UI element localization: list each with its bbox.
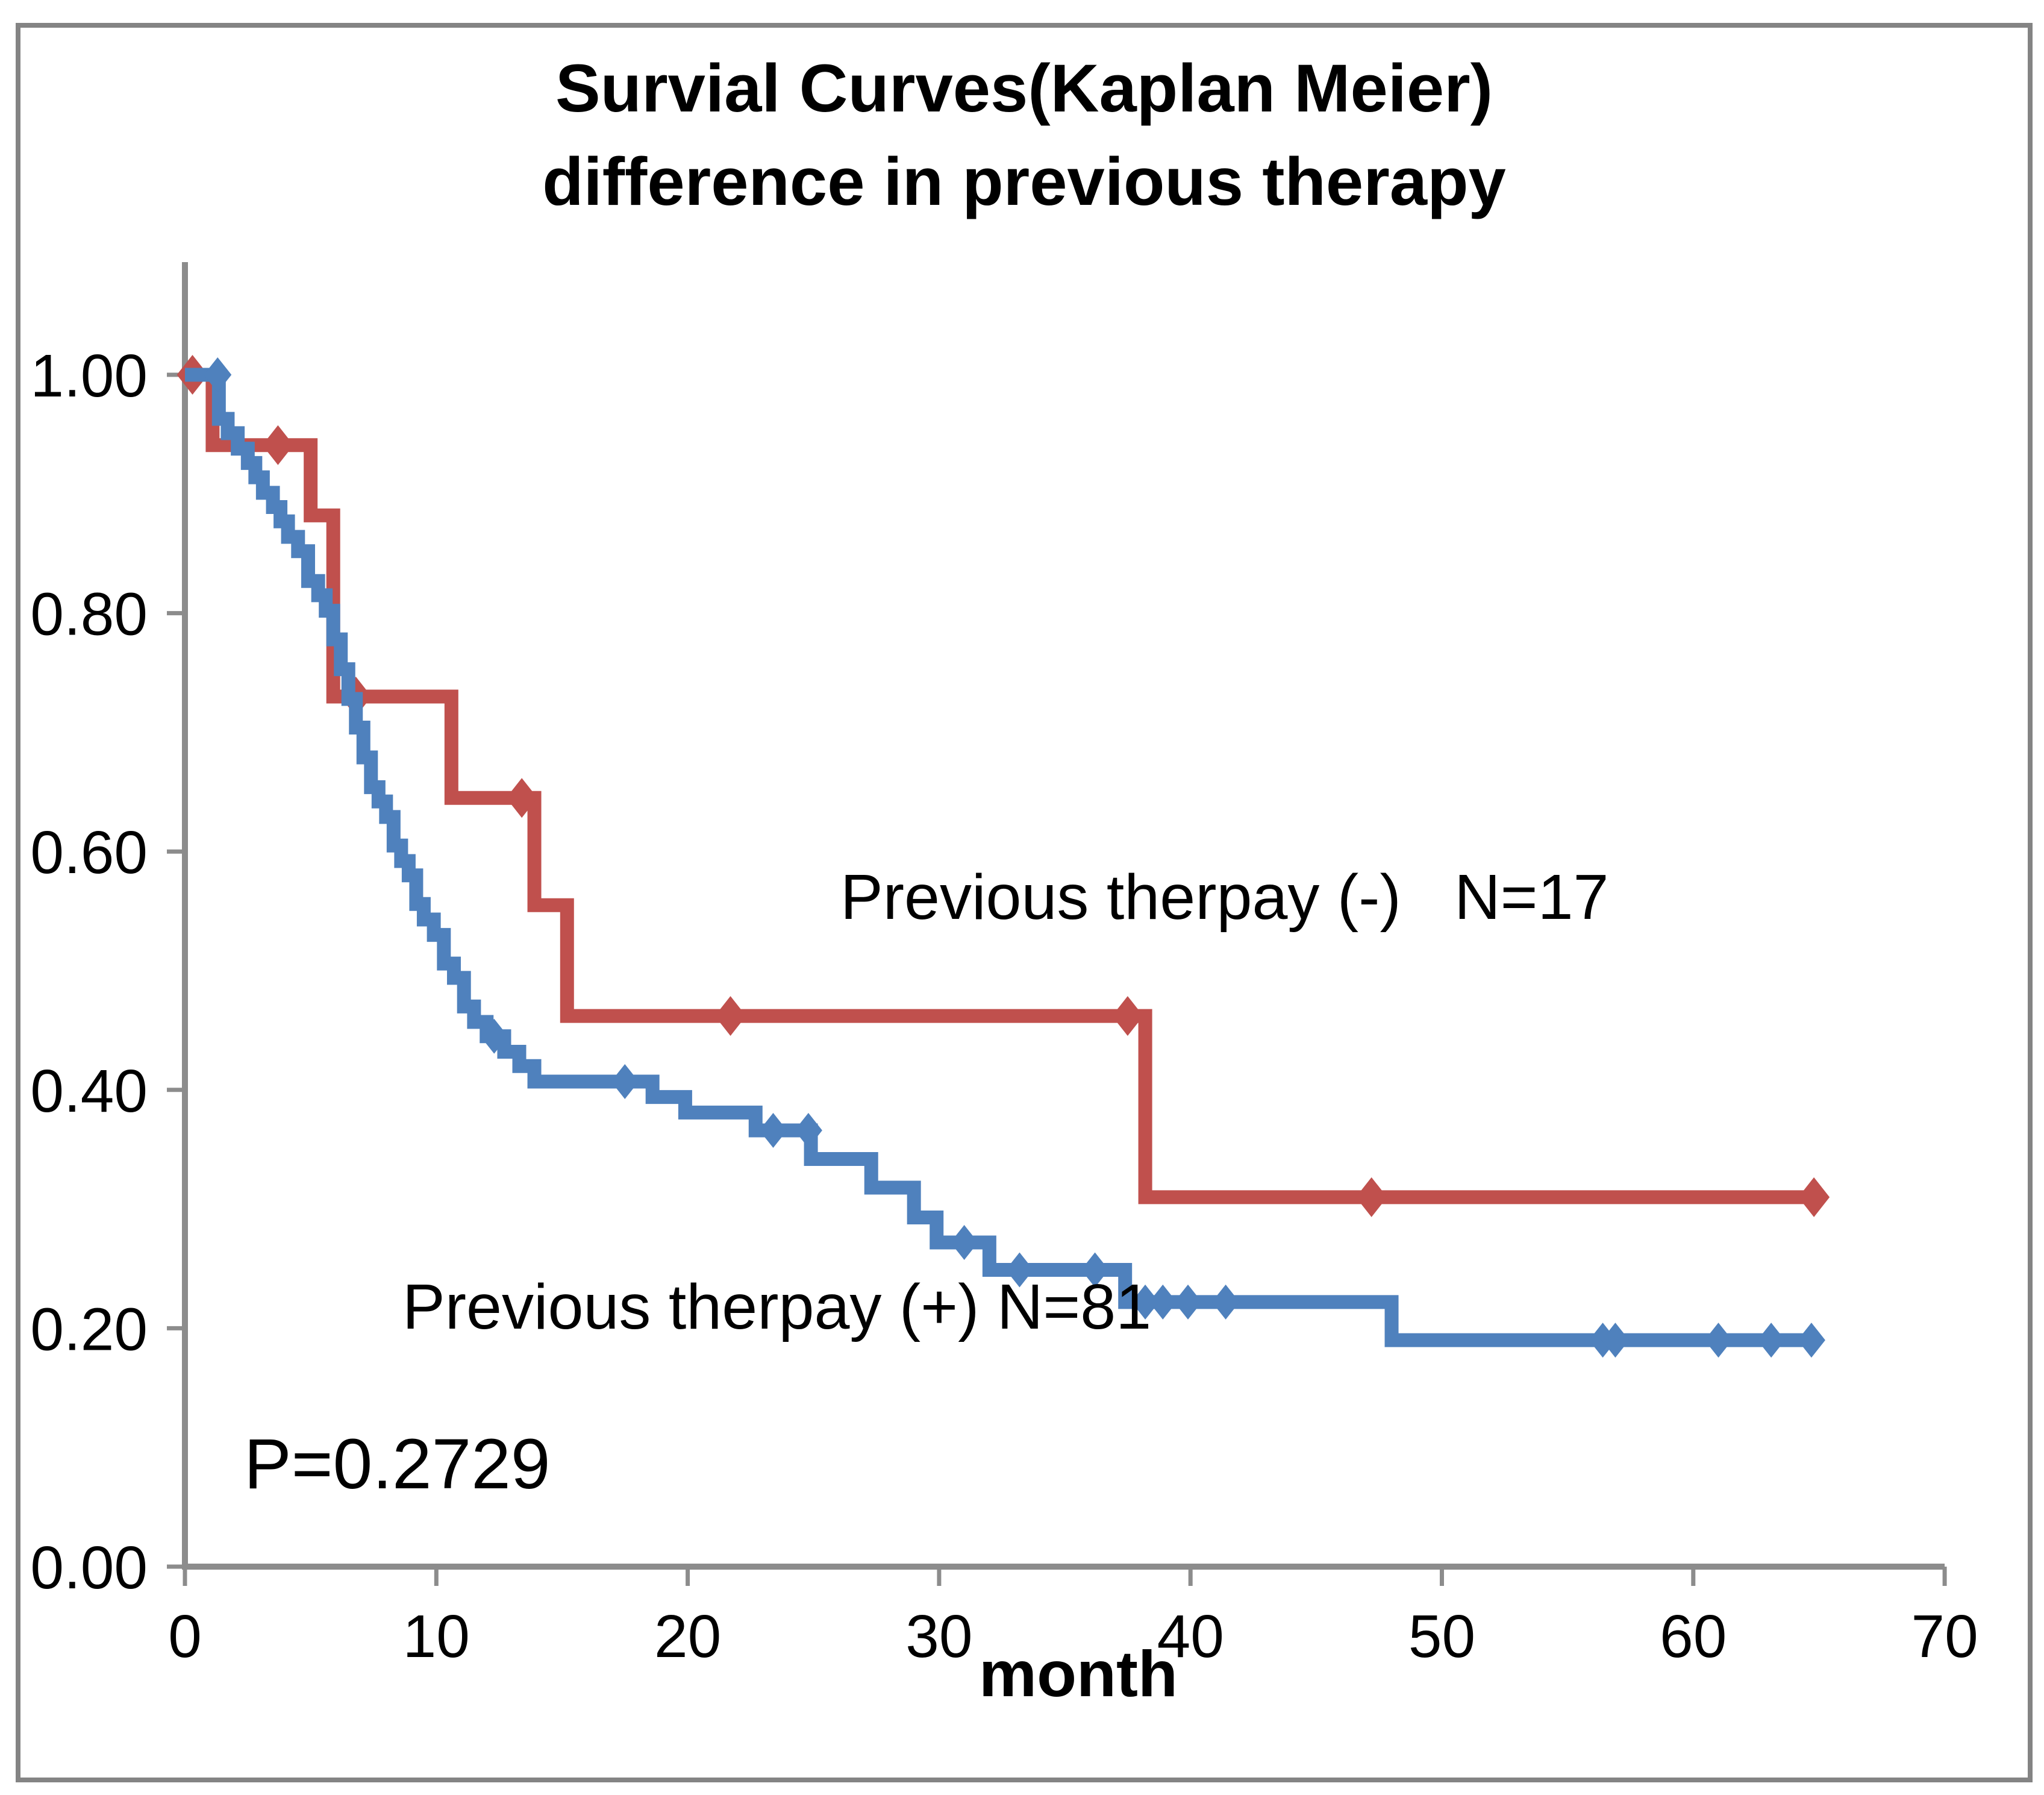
censor-marker-negative	[506, 778, 538, 818]
curve-previous-therapy-negative	[185, 368, 1819, 1204]
censor-marker-negative	[1798, 1177, 1830, 1217]
legend-previous-therapy-negative: Previous therpay (-) N=17	[840, 862, 1608, 933]
survival-curves	[177, 355, 1830, 1358]
legend-previous-therapy-positive: Previous therpay (+) N=81	[402, 1271, 1151, 1342]
figure-border	[16, 23, 2033, 1782]
x-tick-label: 50	[1408, 1603, 1475, 1670]
censor-marker-positive	[794, 1113, 822, 1148]
censor-marker-positive	[1757, 1323, 1786, 1358]
censor-marker-positive	[1601, 1323, 1630, 1358]
y-tick-label: 0.20	[30, 1295, 148, 1363]
censor-marker-negative	[714, 996, 746, 1036]
x-tick-label: 30	[905, 1603, 972, 1670]
censor-marker-positive	[1174, 1284, 1202, 1320]
censor-marker-negative	[1355, 1177, 1387, 1217]
x-axis-tick-labels: 0 10 20 30 40 50 60 70	[168, 1603, 1978, 1670]
censor-marker-positive	[1797, 1323, 1825, 1358]
axes	[167, 262, 1947, 1586]
censor-marker-positive	[1211, 1284, 1240, 1320]
censor-marker-positive	[1704, 1323, 1733, 1358]
y-tick-label: 0.80	[30, 581, 148, 648]
censor-marker-positive	[950, 1224, 978, 1260]
censor-marker-positive	[1149, 1284, 1177, 1320]
y-tick-label: 1.00	[30, 342, 148, 410]
censor-marker-positive	[204, 357, 232, 392]
x-axis-title: month	[979, 1637, 1178, 1710]
censor-marker-positive	[1005, 1252, 1034, 1288]
x-tick-label: 0	[168, 1603, 202, 1670]
y-axis-tick-labels: 1.00 0.80 0.60 0.40 0.20 0.00	[30, 342, 148, 1602]
chart-title: Survial Curves(Kaplan Meier)	[555, 51, 1493, 126]
y-tick-label: 0.40	[30, 1057, 148, 1125]
censor-marker-positive	[759, 1113, 787, 1148]
x-tick-label: 70	[1911, 1603, 1978, 1670]
censor-marker-positive	[611, 1064, 639, 1099]
p-value-annotation: P=0.2729	[244, 1424, 551, 1504]
y-tick-label: 0.60	[30, 819, 148, 886]
curve-previous-therapy-positive	[185, 368, 1819, 1347]
x-tick-label: 60	[1660, 1603, 1727, 1670]
censor-marker-positive	[1131, 1284, 1160, 1320]
censor-marker-negative	[1111, 996, 1143, 1036]
x-tick-label: 20	[654, 1603, 721, 1670]
x-tick-label: 40	[1157, 1603, 1224, 1670]
chart-subtitle: difference in previous therapy	[542, 144, 1506, 219]
censor-marker-positive	[1081, 1252, 1109, 1288]
x-tick-label: 10	[403, 1603, 470, 1670]
censor-marker-positive	[480, 1018, 508, 1054]
censor-marker-negative	[262, 425, 294, 465]
y-tick-label: 0.00	[30, 1534, 148, 1602]
